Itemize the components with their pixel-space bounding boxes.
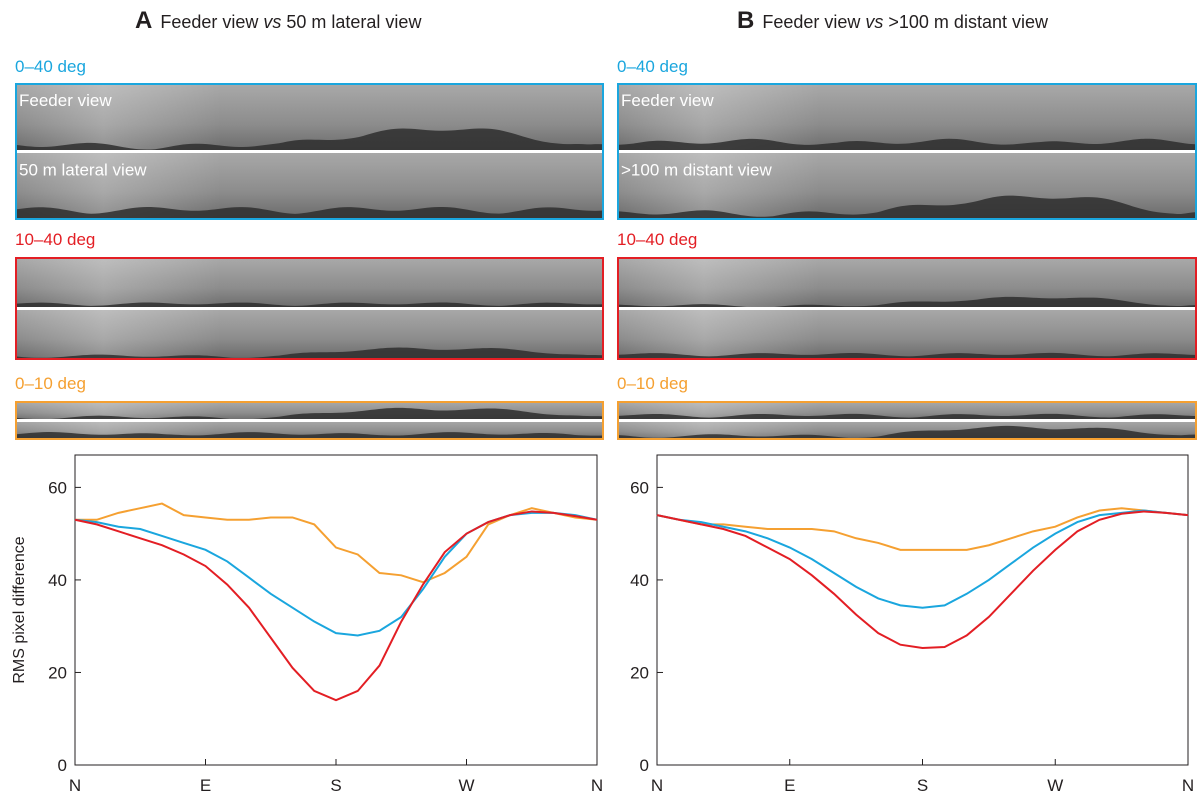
series-line [74, 510, 598, 702]
x-tick-label: E [784, 776, 795, 795]
x-tick-label: N [651, 776, 663, 795]
view-silhouette [15, 206, 604, 219]
panel-title: vs [865, 12, 883, 32]
view-label: >100 m distant view [621, 161, 772, 180]
y-tick-label: 20 [630, 663, 649, 682]
view-silhouette [617, 352, 1197, 359]
view-glow [15, 258, 604, 309]
view-silhouette [617, 413, 1197, 421]
view-label: 50 m lateral view [19, 161, 147, 180]
view-silhouette [617, 296, 1197, 309]
strip-label: 0–10 deg [15, 374, 86, 393]
x-tick-label: N [1182, 776, 1194, 795]
y-tick-label: 20 [48, 663, 67, 682]
strip-label: 0–40 deg [15, 57, 86, 76]
view-silhouette [617, 138, 1197, 152]
view-silhouette [15, 407, 604, 421]
y-tick-label: 60 [630, 478, 649, 497]
strip-label: 10–40 deg [617, 230, 697, 249]
y-tick-label: 40 [630, 571, 649, 590]
panel-title: Feeder view [160, 12, 263, 32]
strip-label: 10–40 deg [15, 230, 95, 249]
x-tick-label: N [591, 776, 603, 795]
view-silhouette [617, 425, 1197, 439]
view-glow [617, 84, 1197, 152]
strip-frame [617, 83, 1197, 220]
view-silhouette [15, 128, 604, 152]
view-silhouette [15, 302, 604, 309]
y-tick-label: 0 [640, 756, 649, 775]
series-line [656, 507, 1189, 551]
y-tick-label: 40 [48, 571, 67, 590]
strip-frame [15, 83, 604, 220]
strip-label: 0–40 deg [617, 57, 688, 76]
panel-title: >100 m distant view [883, 12, 1049, 32]
x-tick-label: N [69, 776, 81, 795]
strip-frame [15, 257, 604, 360]
panel-title: vs [263, 12, 281, 32]
strip-frame [617, 401, 1197, 440]
x-tick-label: W [458, 776, 474, 795]
plot-frame [656, 454, 1189, 766]
plot-frame [74, 454, 598, 766]
view-silhouette [617, 195, 1197, 219]
series-line [656, 509, 1189, 609]
view-silhouette [15, 432, 604, 439]
strip-frame [617, 257, 1197, 360]
strip-label: 0–10 deg [617, 374, 688, 393]
x-tick-label: W [1047, 776, 1063, 795]
view-glow [617, 308, 1197, 359]
y-tick-label: 0 [58, 756, 67, 775]
panel-title: 50 m lateral view [281, 12, 422, 32]
panel-header: B Feeder view vs >100 m distant view [737, 7, 1049, 34]
y-tick-label: 60 [48, 478, 67, 497]
view-glow [15, 151, 604, 219]
x-tick-label: S [917, 776, 928, 795]
panel-letter: A [135, 7, 152, 34]
x-tick-label: E [200, 776, 211, 795]
panel-header: A Feeder view vs 50 m lateral view [135, 7, 422, 34]
view-label: Feeder view [621, 91, 714, 110]
panel-letter: B [737, 7, 754, 34]
series-line [74, 511, 598, 637]
panel-title: Feeder view [762, 12, 865, 32]
y-axis-label: RMS pixel difference [11, 536, 28, 683]
x-tick-label: S [330, 776, 341, 795]
view-label: Feeder view [19, 91, 112, 110]
series-line [656, 510, 1189, 649]
strip-frame [15, 401, 604, 440]
view-silhouette [15, 347, 604, 359]
